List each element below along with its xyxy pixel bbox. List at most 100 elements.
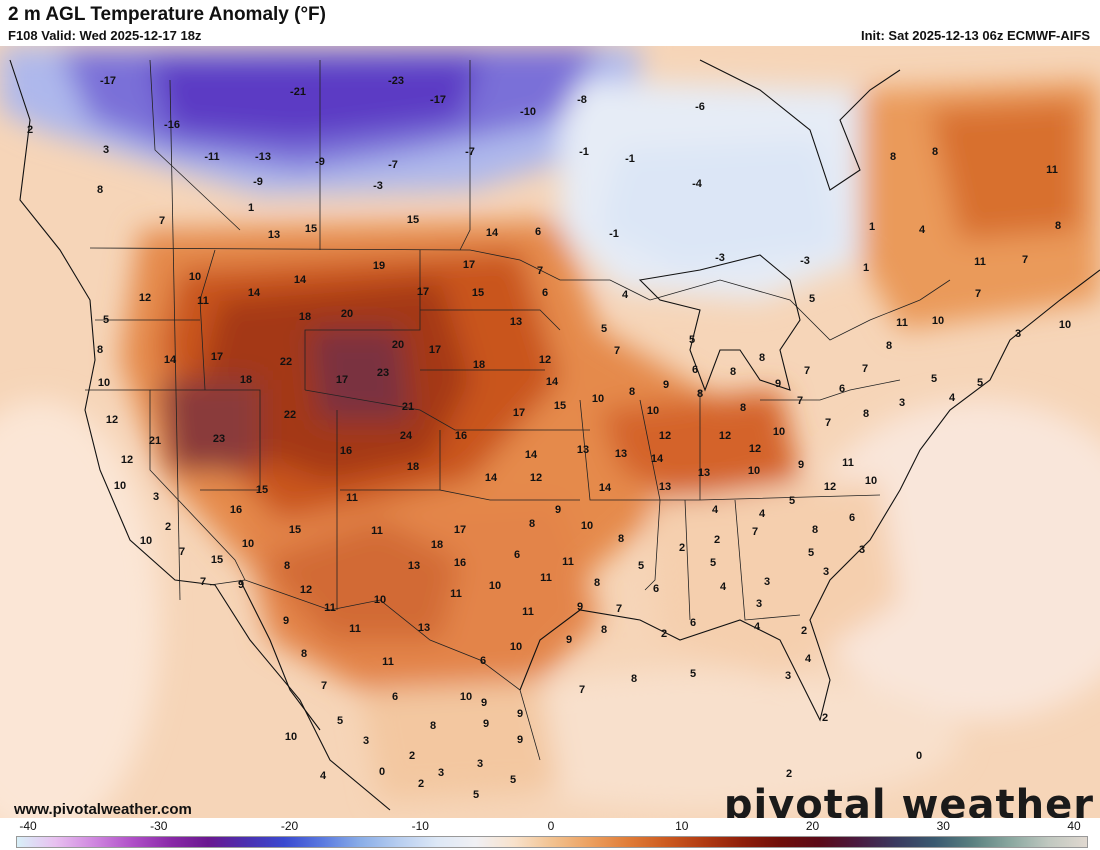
anomaly-value-label: 6: [691, 364, 699, 376]
anomaly-value-label: 3: [1014, 328, 1022, 340]
anomaly-value-label: 17: [335, 374, 349, 386]
anomaly-value-label: 4: [319, 770, 327, 782]
anomaly-value-label: 6: [652, 583, 660, 595]
anomaly-value-label: 23: [212, 433, 226, 445]
anomaly-value-label: 10: [747, 465, 761, 477]
anomaly-value-label: 7: [199, 576, 207, 588]
anomaly-value-label: 10: [459, 691, 473, 703]
anomaly-value-label: 17: [416, 286, 430, 298]
anomaly-value-label: -1: [625, 153, 635, 165]
anomaly-value-label: 3: [755, 598, 763, 610]
website-label[interactable]: www.pivotalweather.com: [14, 801, 192, 818]
anomaly-value-label: 20: [391, 339, 405, 351]
anomaly-value-label: 16: [229, 504, 243, 516]
anomaly-value-label: 2: [417, 778, 425, 790]
anomaly-value-label: -21: [290, 86, 306, 98]
anomaly-value-label: 14: [484, 472, 498, 484]
anomaly-value-label: 15: [553, 400, 567, 412]
anomaly-value-label: 16: [339, 445, 353, 457]
anomaly-value-label: 7: [1021, 254, 1029, 266]
anomaly-value-label: 12: [748, 443, 762, 455]
anomaly-value-label: 12: [138, 292, 152, 304]
anomaly-value-label: 3: [476, 758, 484, 770]
anomaly-value-label: 23: [376, 367, 390, 379]
anomaly-value-label: 11: [562, 556, 574, 568]
anomaly-value-label: 4: [711, 504, 719, 516]
anomaly-value-label: 8: [811, 524, 819, 536]
anomaly-value-label: 3: [152, 491, 160, 503]
anomaly-value-label: 19: [372, 260, 386, 272]
anomaly-value-label: 16: [453, 557, 467, 569]
legend-tick-label: -20: [280, 819, 299, 833]
anomaly-value-label: 11: [371, 525, 383, 537]
anomaly-value-label: 5: [688, 334, 696, 346]
anomaly-value-label: 0: [378, 766, 386, 778]
anomaly-value-label: 8: [283, 560, 291, 572]
anomaly-value-label: -3: [373, 180, 383, 192]
anomaly-value-label: 18: [239, 374, 253, 386]
anomaly-value-label: 10: [284, 731, 298, 743]
legend-tick-label: 30: [936, 819, 950, 833]
anomaly-value-label: 17: [210, 351, 224, 363]
legend-tick-label: -40: [19, 819, 37, 833]
anomaly-value-label: -9: [315, 156, 325, 168]
anomaly-value-label: 15: [255, 484, 269, 496]
anomaly-value-label: 8: [593, 577, 601, 589]
anomaly-value-label: 17: [428, 344, 442, 356]
anomaly-value-label: 15: [210, 554, 224, 566]
anomaly-value-label: 11: [382, 656, 394, 668]
anomaly-value-label: 7: [824, 417, 832, 429]
anomaly-value-label: 10: [373, 594, 387, 606]
anomaly-value-label: 3: [898, 397, 906, 409]
anomaly-value-label: 21: [401, 401, 415, 413]
anomaly-value-label: 20: [340, 308, 354, 320]
anomaly-value-label: 1: [868, 221, 876, 233]
anomaly-value-label: 5: [509, 774, 517, 786]
anomaly-value-label: 13: [509, 316, 523, 328]
anomaly-value-label: 7: [751, 526, 759, 538]
anomaly-value-label: 4: [918, 224, 926, 236]
anomaly-value-label: -3: [800, 255, 810, 267]
anomaly-value-label: -8: [577, 94, 587, 106]
anomaly-value-label: 11: [540, 572, 552, 584]
anomaly-value-label: 9: [516, 708, 524, 720]
anomaly-value-label: 6: [534, 226, 542, 238]
anomaly-value-label: 10: [1058, 319, 1072, 331]
anomaly-value-label: 8: [528, 518, 536, 530]
anomaly-value-label: 18: [406, 461, 420, 473]
anomaly-value-label: 5: [807, 547, 815, 559]
anomaly-value-label: 2: [678, 542, 686, 554]
anomaly-value-label: 8: [729, 366, 737, 378]
anomaly-value-label: 2: [660, 628, 668, 640]
anomaly-value-label: 4: [804, 653, 812, 665]
anomaly-value-label: 10: [580, 520, 594, 532]
anomaly-value-label: 2: [785, 768, 793, 780]
anomaly-value-label: 8: [300, 648, 308, 660]
anomaly-value-label: 10: [931, 315, 945, 327]
anomaly-value-label: 4: [719, 581, 727, 593]
anomaly-map[interactable]: -17 -21 -23 -17 -8 -10 -6 2 -16 3 -11 -13 -9 -7 -7 -1 -1…: [0, 46, 1100, 818]
anomaly-value-label: 9: [480, 697, 488, 709]
valid-time: F108 Valid: Wed 2025-12-17 18z: [8, 28, 202, 43]
anomaly-value-label: 9: [554, 504, 562, 516]
anomaly-value-label: 7: [613, 345, 621, 357]
anomaly-value-label: 8: [96, 184, 104, 196]
anomaly-value-label: 6: [838, 383, 846, 395]
anomaly-value-label: 15: [304, 223, 318, 235]
anomaly-value-label: 10: [188, 271, 202, 283]
anomaly-value-label: 8: [617, 533, 625, 545]
init-time: Init: Sat 2025-12-13 06z ECMWF-AIFS: [861, 28, 1090, 43]
anomaly-value-label: 7: [796, 395, 804, 407]
anomaly-value-label: 8: [1054, 220, 1062, 232]
anomaly-value-label: 12: [120, 454, 134, 466]
anomaly-value-label: 6: [848, 512, 856, 524]
anomaly-value-label: 4: [753, 621, 761, 633]
anomaly-value-label: 11: [324, 602, 336, 614]
anomaly-value-label: 4: [621, 289, 629, 301]
color-legend: -40 -30 -20 -10 0 10 20 30 40: [0, 818, 1100, 850]
anomaly-value-label: 14: [485, 227, 499, 239]
map-canvas: [0, 46, 1100, 818]
anomaly-value-label: 12: [718, 430, 732, 442]
anomaly-value-label: 13: [267, 229, 281, 241]
anomaly-value-label: 10: [488, 580, 502, 592]
